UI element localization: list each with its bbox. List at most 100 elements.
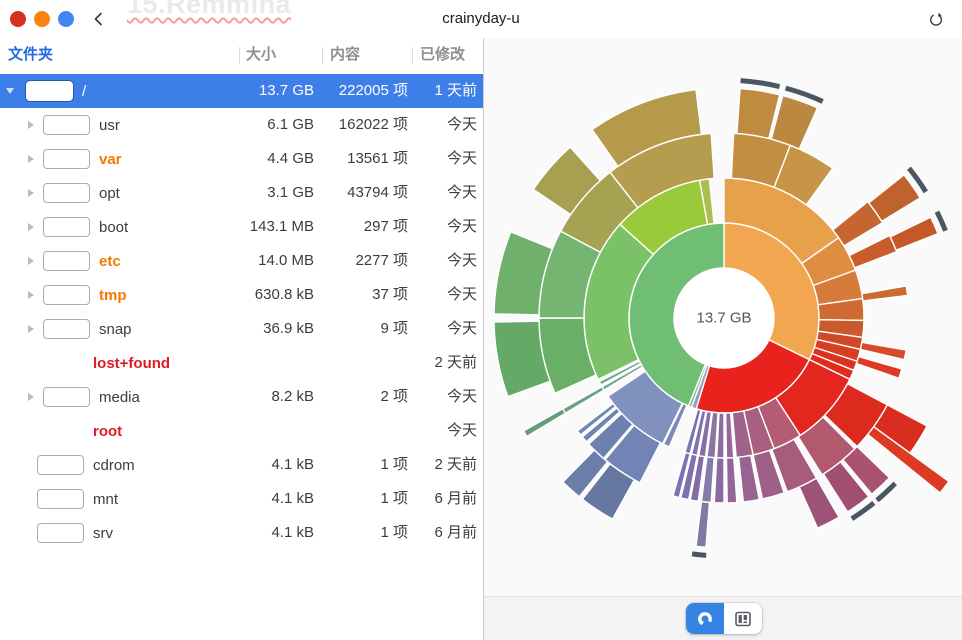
expander-icon[interactable] xyxy=(28,393,34,401)
back-icon[interactable] xyxy=(90,10,108,28)
folder-row[interactable]: var 4.4 GB 13561 项 今天 xyxy=(0,142,483,176)
folder-row[interactable]: lost+found 2 天前 xyxy=(0,346,483,380)
usage-swatch xyxy=(43,115,90,135)
folder-name: tmp xyxy=(99,286,127,304)
folder-size: 4.1 kB xyxy=(271,456,314,473)
folder-modified: 今天 xyxy=(446,184,477,201)
expander-icon[interactable] xyxy=(28,325,34,333)
rings-view-button[interactable] xyxy=(685,603,724,634)
folder-row[interactable]: snap 36.9 kB 9 项 今天 xyxy=(0,312,483,346)
folder-row[interactable]: mnt 4.1 kB 1 项 6 月前 xyxy=(0,482,483,516)
folder-items: 222005 项 xyxy=(338,82,408,99)
column-separator xyxy=(322,47,323,64)
folder-items: 1 项 xyxy=(380,524,408,541)
folder-name: lost+found xyxy=(93,354,171,372)
folder-row[interactable]: cdrom 4.1 kB 1 项 2 天前 xyxy=(0,448,483,482)
titlebar: 15.Remmina crainyday-u xyxy=(0,0,962,38)
folder-name: boot xyxy=(99,218,129,236)
expander-icon[interactable] xyxy=(28,189,34,197)
folder-size: 143.1 MB xyxy=(249,218,314,235)
folder-size: 8.2 kB xyxy=(271,388,314,405)
expander-icon[interactable] xyxy=(28,223,34,231)
folder-modified: 1 天前 xyxy=(434,82,477,99)
chart-pane: 13.7 GB xyxy=(483,38,962,640)
usage-swatch xyxy=(43,183,90,203)
window-close-button[interactable] xyxy=(10,11,26,27)
expander-icon[interactable] xyxy=(28,121,34,129)
rings-chart-icon xyxy=(697,611,712,626)
refresh-icon[interactable] xyxy=(928,11,944,27)
folder-items: 2277 项 xyxy=(355,252,408,269)
usage-swatch xyxy=(43,285,90,305)
usage-swatch xyxy=(43,149,90,169)
folder-modified: 今天 xyxy=(446,150,477,167)
folder-items: 1 项 xyxy=(380,456,408,473)
folder-name: etc xyxy=(99,252,121,270)
folder-row[interactable]: tmp 630.8 kB 37 项 今天 xyxy=(0,278,483,312)
folder-name: var xyxy=(99,150,122,168)
folder-row[interactable]: / 13.7 GB 222005 项 1 天前 xyxy=(0,74,483,108)
folder-modified: 今天 xyxy=(446,116,477,133)
folder-name: snap xyxy=(99,320,132,338)
column-header-size[interactable]: 大小 xyxy=(246,46,277,63)
usage-swatch xyxy=(43,251,90,271)
folder-rows: / 13.7 GB 222005 项 1 天前 usr 6.1 GB 16202… xyxy=(0,74,483,550)
folder-row[interactable]: opt 3.1 GB 43794 项 今天 xyxy=(0,176,483,210)
usage-swatch xyxy=(37,489,84,509)
folder-name: root xyxy=(93,422,123,440)
folder-items: 162022 项 xyxy=(338,116,408,133)
expander-icon[interactable] xyxy=(28,155,34,163)
chart-center-total: 13.7 GB xyxy=(696,309,752,327)
folder-modified: 6 月前 xyxy=(434,524,477,541)
folder-row[interactable]: media 8.2 kB 2 项 今天 xyxy=(0,380,483,414)
expander-icon[interactable] xyxy=(28,257,34,265)
list-header: 文件夹 大小 内容 已修改 xyxy=(0,38,483,74)
column-header-contents[interactable]: 内容 xyxy=(330,46,361,63)
folder-name: usr xyxy=(99,116,120,134)
folder-size: 14.0 MB xyxy=(258,252,314,269)
window-title: crainyday-u xyxy=(442,10,520,27)
folder-name: mnt xyxy=(93,490,119,508)
folder-items: 2 项 xyxy=(380,388,408,405)
folder-name: media xyxy=(99,388,140,406)
folder-row[interactable]: etc 14.0 MB 2277 项 今天 xyxy=(0,244,483,278)
overlay-ghost-text: 15.Remmina xyxy=(127,0,292,19)
column-header-folder[interactable]: 文件夹 xyxy=(8,46,54,63)
folder-row[interactable]: root 今天 xyxy=(0,414,483,448)
column-separator xyxy=(239,47,240,64)
rings-chart[interactable] xyxy=(484,38,962,596)
folder-name: cdrom xyxy=(93,456,135,474)
usage-swatch xyxy=(43,319,90,339)
folder-name: opt xyxy=(99,184,120,202)
folder-row[interactable]: boot 143.1 MB 297 项 今天 xyxy=(0,210,483,244)
folder-size: 3.1 GB xyxy=(267,184,314,201)
window-maximize-button[interactable] xyxy=(58,11,74,27)
folder-list-pane: 文件夹 大小 内容 已修改 / 13.7 GB 222005 项 1 天前 us… xyxy=(0,38,483,640)
folder-row[interactable]: srv 4.1 kB 1 项 6 月前 xyxy=(0,516,483,550)
folder-size: 36.9 kB xyxy=(263,320,314,337)
column-header-modified[interactable]: 已修改 xyxy=(420,46,466,63)
folder-size: 4.1 kB xyxy=(271,490,314,507)
expander-icon[interactable] xyxy=(6,88,14,94)
folder-modified: 今天 xyxy=(446,422,477,439)
window-minimize-button[interactable] xyxy=(34,11,50,27)
folder-items: 9 项 xyxy=(380,320,408,337)
folder-modified: 6 月前 xyxy=(434,490,477,507)
folder-name: srv xyxy=(93,524,113,542)
folder-modified: 今天 xyxy=(446,286,477,303)
usage-swatch xyxy=(43,217,90,237)
treemap-view-button[interactable] xyxy=(723,603,762,634)
treemap-chart-icon xyxy=(734,611,751,626)
usage-swatch xyxy=(43,387,90,407)
folder-size: 4.1 kB xyxy=(271,524,314,541)
folder-modified: 2 天前 xyxy=(434,456,477,473)
usage-swatch xyxy=(37,523,84,543)
usage-swatch xyxy=(26,81,73,101)
folder-items: 297 项 xyxy=(363,218,408,235)
expander-icon[interactable] xyxy=(28,291,34,299)
folder-size: 6.1 GB xyxy=(267,116,314,133)
folder-modified: 今天 xyxy=(446,218,477,235)
folder-size: 13.7 GB xyxy=(258,82,314,99)
folder-row[interactable]: usr 6.1 GB 162022 项 今天 xyxy=(0,108,483,142)
folder-name: / xyxy=(82,82,87,100)
